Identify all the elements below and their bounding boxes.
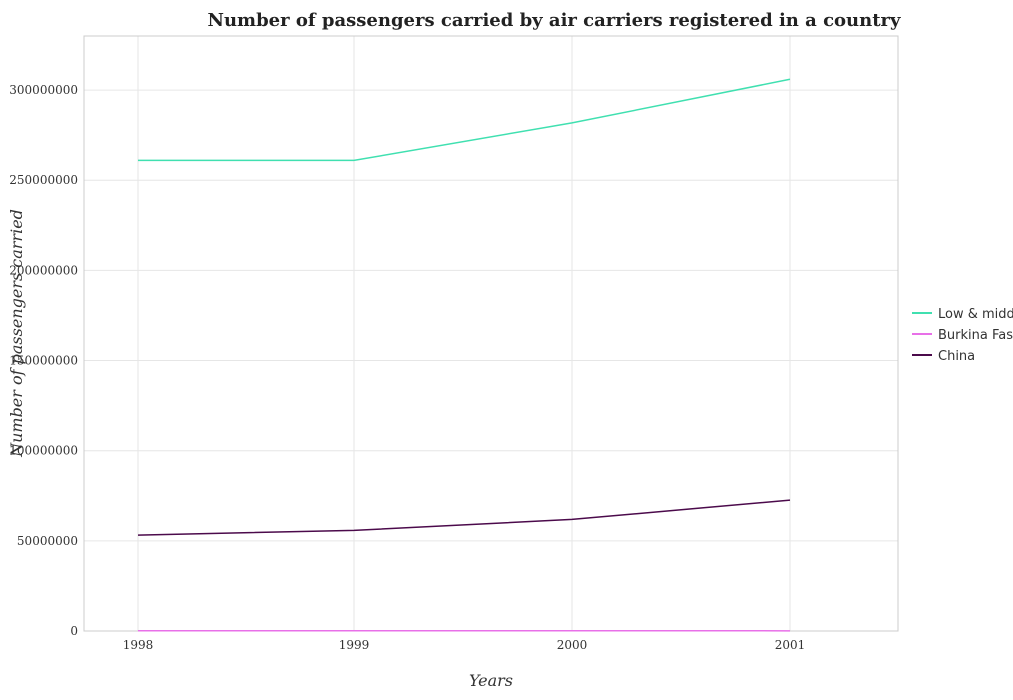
gridlines (84, 36, 898, 632)
x-axis-ticks: 1998 1999 2000 2001 (123, 638, 806, 652)
y-tick-label: 150000000 (9, 354, 78, 368)
x-tick-label: 1998 (123, 638, 154, 652)
y-tick-label: 100000000 (9, 444, 78, 458)
x-tick-label: 1999 (339, 638, 370, 652)
y-tick-label: 50000000 (17, 534, 78, 548)
legend: Low & middle income Burkina Faso China (912, 307, 1013, 364)
series-lines (137, 78, 791, 632)
y-tick-label: 300000000 (9, 83, 78, 97)
x-tick-label: 2000 (557, 638, 588, 652)
y-axis-ticks: 0 50000000 100000000 150000000 200000000 2500… (9, 83, 78, 638)
series-line (138, 78, 791, 162)
y-tick-label: 250000000 (9, 173, 78, 187)
y-tick-label: 0 (70, 624, 78, 638)
chart-title: Number of passengers carried by air carr… (208, 10, 902, 31)
y-tick-label: 200000000 (9, 263, 78, 277)
legend-label: China (938, 349, 975, 364)
x-tick-label: 2001 (775, 638, 806, 652)
legend-label: Burkina Faso (938, 328, 1013, 343)
plot-area (83, 35, 899, 632)
series-line (137, 499, 791, 536)
legend-label: Low & middle income (938, 307, 1013, 322)
x-axis-label: Years (469, 671, 513, 690)
y-axis-label: Number of passengers carried (7, 209, 26, 458)
